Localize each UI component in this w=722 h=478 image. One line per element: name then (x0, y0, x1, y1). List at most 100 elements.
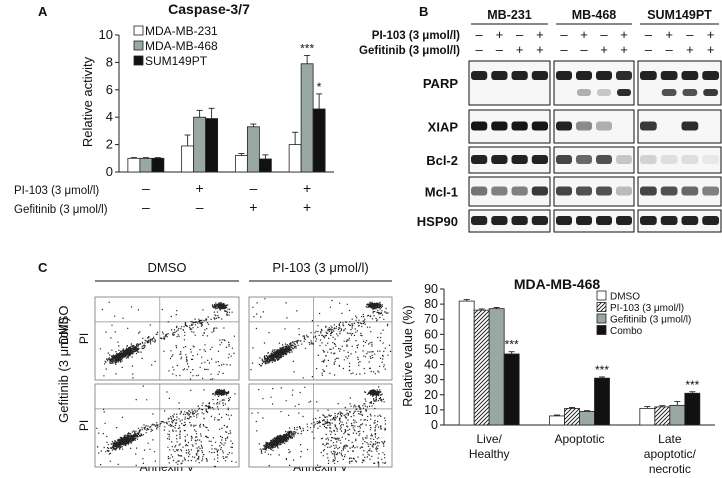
bar (488, 308, 505, 426)
band (702, 216, 719, 225)
band (471, 71, 488, 80)
category-label: Apoptotic (554, 432, 604, 446)
scatter-plot-frame (94, 383, 240, 468)
band (531, 71, 548, 80)
band (531, 155, 548, 164)
treatment-sign: – (142, 180, 150, 196)
band (596, 155, 612, 164)
bar (127, 157, 141, 173)
bar (503, 353, 520, 426)
protein-label: HSP90 (417, 214, 458, 229)
treatment-sign: – (600, 27, 608, 42)
significance-label: * (317, 80, 322, 94)
treatment-sign: + (196, 180, 204, 196)
cell-line-label: MB-468 (572, 8, 617, 22)
treatment-sign: – (686, 27, 694, 42)
panel-c: C DMSOAnnexin VPI-103 (3 μmol/l)Annexin … (38, 260, 715, 476)
y-tick-label: 2 (106, 137, 113, 152)
band (556, 71, 572, 80)
significance-label: *** (300, 42, 314, 56)
scatter-dots (250, 298, 392, 379)
treatment-sign: – (645, 42, 653, 57)
band (491, 155, 508, 164)
bar (639, 407, 656, 426)
band (681, 121, 699, 131)
y-tick-label: 40 (424, 358, 438, 372)
flow-row-group-label: Gefitinib (3 μmol/l) (56, 317, 71, 423)
y-tick-label: 30 (424, 373, 438, 387)
band (471, 186, 488, 196)
y-tick-label: 10 (424, 403, 438, 417)
cleaved-band (617, 89, 631, 96)
band (596, 186, 612, 196)
band (660, 155, 678, 164)
caspase-chart-title: Caspase-3/7 (168, 1, 250, 17)
legend-label: Combo (610, 326, 643, 337)
treatment-sign: + (536, 42, 544, 57)
band (531, 121, 548, 131)
band (491, 216, 508, 225)
blot-box (468, 60, 551, 106)
bar (579, 410, 595, 426)
treatment-sign: – (476, 42, 484, 57)
cleaved-band (703, 89, 718, 96)
band (576, 121, 592, 131)
band (511, 71, 528, 80)
band (681, 155, 699, 164)
legend-label: DMSO (610, 292, 640, 303)
caspase-treatment-pi103-label: PI-103 (3 μmol/l) (14, 185, 99, 197)
bar (473, 309, 490, 426)
scatter-plot-frame (94, 296, 240, 381)
legend-label: PI-103 (3 μmol/l) (610, 303, 684, 314)
band (702, 155, 719, 164)
band (556, 186, 572, 196)
protein-label: Mcl-1 (425, 185, 458, 200)
band (681, 216, 699, 225)
bar (181, 145, 195, 173)
bar (669, 404, 686, 426)
panel-b: B MB-231 MB-468 SUM149PT PI-103 (3 μmol/l) –… (359, 4, 722, 233)
category-label: Late (658, 432, 682, 446)
band (640, 121, 657, 131)
scatter-plot (248, 383, 393, 468)
band (702, 71, 719, 80)
bar (193, 116, 207, 173)
blot-box (553, 209, 635, 233)
band (616, 71, 632, 80)
bar (312, 108, 326, 173)
band (491, 71, 508, 80)
legend-swatch (596, 313, 607, 324)
bar (205, 118, 219, 173)
flow-cytometry-grid: DMSOAnnexin VPI-103 (3 μmol/l)Annexin VP… (77, 260, 393, 474)
flow-row-label-dmso: DMSO (56, 306, 71, 345)
treatment-sign: + (620, 27, 628, 42)
blot-box (553, 60, 635, 106)
band (576, 216, 592, 225)
band (471, 155, 488, 164)
protein-label: PARP (423, 76, 458, 91)
treatment-sign: – (645, 27, 653, 42)
legend-label: MDA-MB-468 (145, 39, 218, 53)
bar (234, 155, 248, 173)
treatment-sign: – (196, 199, 204, 215)
legend-swatch (133, 40, 144, 51)
legend-swatch (596, 290, 607, 301)
scatter-plot (94, 383, 240, 468)
treatment-sign: + (536, 27, 544, 42)
y-tick-label: 70 (424, 312, 438, 326)
band (556, 216, 572, 225)
treatment-sign: + (580, 27, 588, 42)
y-tick-label: 8 (106, 54, 113, 69)
cleaved-band (577, 89, 591, 96)
panel-b-letter: B (419, 4, 428, 19)
panel-c-letter: C (38, 260, 48, 275)
treatment-sign: – (516, 27, 524, 42)
legend-swatch (596, 302, 607, 312)
treatment-sign: – (249, 180, 257, 196)
band (531, 186, 548, 196)
treatment-label: Gefitinib (3 μmol/l) (359, 45, 460, 57)
treatment-sign: – (476, 27, 484, 42)
treatment-sign: – (666, 42, 674, 57)
